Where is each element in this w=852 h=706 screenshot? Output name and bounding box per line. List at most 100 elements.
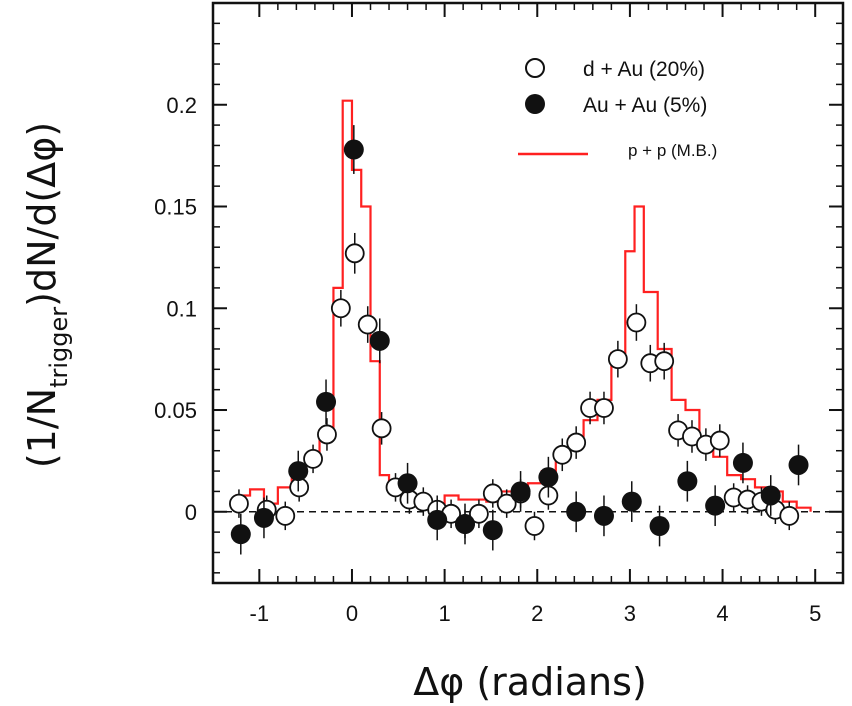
pp-histogram [235,99,812,512]
y-tick-label: 0 [185,500,197,525]
y-axis-title-prefix: (1/N [20,388,64,468]
dau-marker [552,444,573,465]
auau-marker [230,524,251,545]
dau-data-point [229,489,249,518]
auau-marker [621,491,642,512]
dau-marker [344,243,365,264]
dau-data-point [275,501,296,531]
legend-filled-circle-marker [525,94,545,114]
auau-data-point [705,485,726,527]
auau-marker [482,520,503,541]
x-tick-label: 3 [624,601,636,626]
dau-data-point [496,489,517,518]
dau-marker [371,418,392,439]
x-tick-label: 4 [716,601,728,626]
auau-marker [649,516,670,537]
dau-marker [229,493,249,514]
auau-data-point [288,450,309,492]
auau-data-point [677,460,698,502]
auau-marker [397,473,418,494]
dau-marker [709,430,730,451]
auau-marker [788,454,809,475]
dau-data-point [357,306,378,343]
auau-data-point [230,513,251,555]
auau-data-point [397,462,418,504]
plot-frame [211,1,845,585]
dau-data-point [552,438,573,472]
dau-marker [357,314,378,335]
auau-data-point [621,481,642,522]
legend-label-pp: p + p (M.B.) [628,141,717,160]
dau-points [229,232,800,541]
dau-data-point [682,420,702,453]
auau-data-point [732,442,753,484]
dau-marker [496,493,517,514]
auau-marker [343,139,364,160]
auau-marker [705,495,726,516]
dau-marker [594,398,614,418]
dau-marker [607,349,628,370]
auau-marker [538,467,559,488]
auau-data-point [788,444,809,486]
x-tick-label: 2 [531,601,543,626]
axis-ticks: -1 0 1 2 3 4 5 0 0.05 0.1 0.15 0.2 [154,3,843,626]
dau-data-point [330,289,351,327]
x-tick-label: -1 [250,601,270,626]
auau-data-point [343,125,364,174]
auau-data-point [427,499,448,541]
auau-data-point [369,318,390,364]
dau-marker [524,516,545,536]
dau-marker [330,298,351,319]
auau-data-point [510,471,531,512]
auau-data-point [253,497,274,539]
auau-data-point [566,491,587,533]
auau-points [230,125,809,555]
dau-data-point [594,391,614,425]
auau-marker [566,501,587,522]
auau-marker [316,391,337,412]
auau-marker [593,505,614,526]
auau-marker [732,452,753,473]
dau-data-point [654,342,675,380]
auau-data-point [649,505,670,547]
legend: d + Au (20%) Au + Au (5%) p + p (M.B.) [518,58,717,160]
y-axis-title-subscript: trigger [45,307,73,388]
dau-data-point [607,340,628,378]
auau-marker [253,507,274,528]
dau-data-point [303,444,323,474]
dau-data-point [371,412,392,445]
y-axis-title-suffix: )dN/d(Δφ) [20,122,64,307]
auau-marker [369,330,390,351]
y-tick-label: 0.15 [154,195,197,220]
dau-data-point [626,304,647,341]
auau-data-point [482,509,503,551]
dau-marker [289,477,310,498]
auau-marker [760,485,781,506]
x-axis-title: Δφ (radians) [413,660,647,704]
y-tick-label: 0.2 [166,93,197,118]
dau-marker [303,448,323,469]
dau-data-point [566,426,587,459]
auau-marker [288,461,309,482]
auau-marker [677,471,698,492]
dau-data-point [709,424,730,457]
auau-marker [455,513,475,534]
dau-marker [779,505,800,526]
y-tick-label: 0.1 [166,296,197,321]
y-tick-label: 0.05 [154,398,197,423]
dau-data-point [482,479,503,508]
legend-open-circle-marker [525,58,545,78]
legend-label-dau: d + Au (20%) [583,58,705,81]
dau-marker [317,424,337,445]
x-tick-label: 5 [809,601,821,626]
auau-data-point [538,456,559,498]
auau-data-point [316,379,337,425]
auau-data-point [455,503,475,545]
dau-data-point [524,511,545,541]
pp-step-line [235,99,812,512]
dau-marker [468,503,489,524]
dau-data-point [779,501,800,531]
auau-data-point [593,495,614,537]
